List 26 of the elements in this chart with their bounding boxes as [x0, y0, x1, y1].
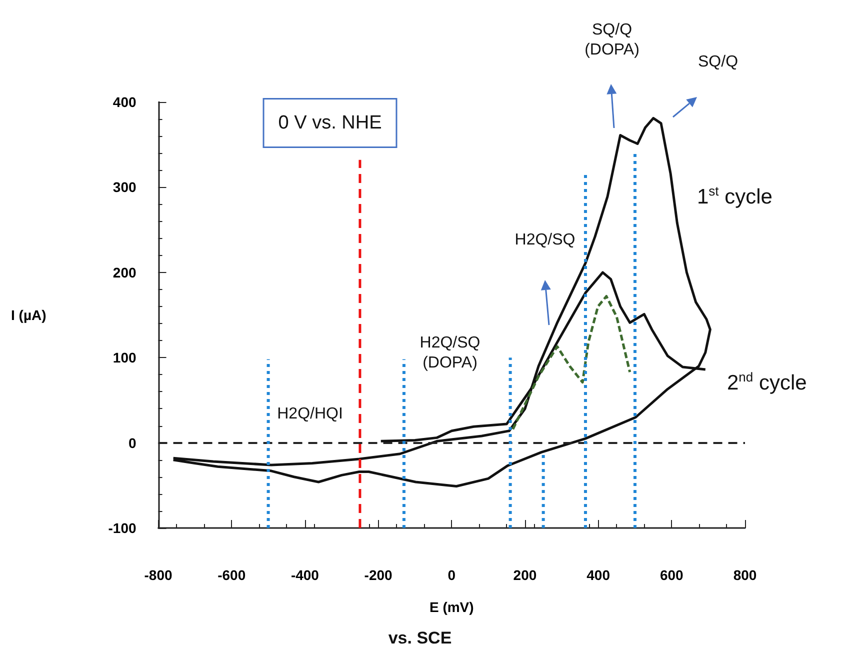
- x-tick-label: -600: [218, 567, 246, 583]
- y-tick-label: -100: [108, 520, 136, 536]
- y-tick-label: 100: [112, 350, 136, 366]
- x-axis-title: E (mV): [429, 599, 474, 615]
- x-tick-label: 0: [448, 567, 456, 583]
- x-tick-label: 200: [513, 567, 537, 583]
- y-tick-label: 400: [112, 94, 136, 110]
- text: SQ/Q: [698, 54, 738, 70]
- x-tick-label: -400: [290, 567, 320, 583]
- text: vs. SCE: [388, 628, 452, 648]
- y-tick-label: 300: [112, 179, 136, 196]
- x-tick-label: 600: [660, 567, 684, 583]
- annotation: H2Q/HQI: [277, 406, 343, 422]
- y-tick-label: 200: [112, 264, 136, 280]
- y-axis-title: I (µA): [11, 307, 46, 323]
- annotation: H2Q/SQ: [514, 232, 576, 248]
- x-tick-label: 800: [733, 567, 757, 583]
- annotation: 0 V vs. NHE: [278, 112, 382, 134]
- annotation: H2Q/SQ (DOPA): [420, 334, 480, 372]
- x-tick-label: 400: [586, 567, 610, 583]
- text: SQ/Q (DOPA): [584, 22, 640, 58]
- line-series: [380, 271, 707, 442]
- line-series: [512, 295, 632, 430]
- x-tick-label: -800: [144, 567, 172, 583]
- y-tick-label: 0: [128, 434, 136, 451]
- x-tick-label: -200: [364, 567, 393, 583]
